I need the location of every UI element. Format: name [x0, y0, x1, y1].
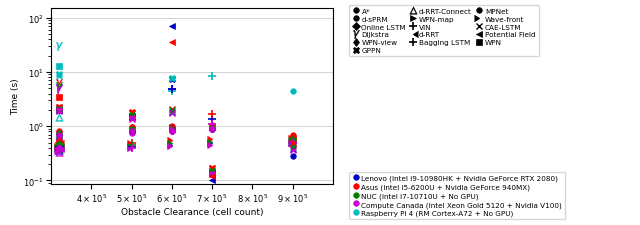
- X-axis label: Obstacle Clearance (cell count): Obstacle Clearance (cell count): [121, 207, 263, 216]
- Legend: Lenovo (Intel i9-10980HK + Nvidia GeForce RTX 2080), Asus (Intel i5-6200U + Nvid: Lenovo (Intel i9-10980HK + Nvidia GeForc…: [349, 172, 565, 219]
- Y-axis label: Time (s): Time (s): [11, 79, 20, 115]
- Legend: A*, d-sPRM, Online LSTM, Dijkstra, WPN-view, GPPN, d-RRT-Connect, WPN-map, VIN, : A*, d-sPRM, Online LSTM, Dijkstra, WPN-v…: [349, 6, 538, 57]
